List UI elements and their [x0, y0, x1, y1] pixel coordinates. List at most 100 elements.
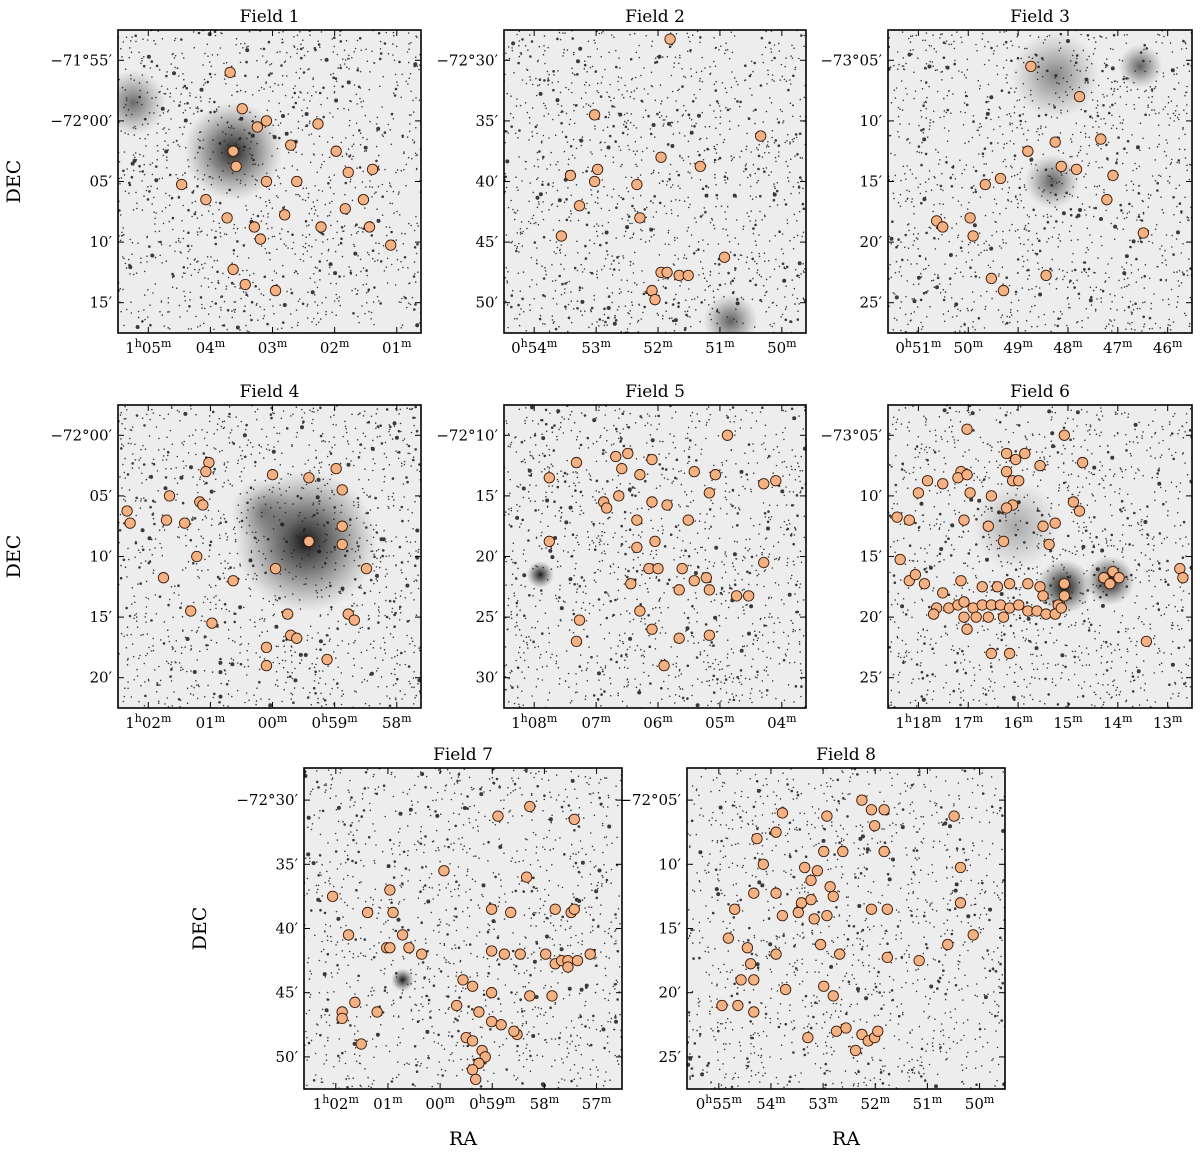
source-marker	[814, 938, 827, 951]
ra-tick-label: 16m	[1003, 712, 1033, 732]
panel-title: Field 6	[1010, 382, 1070, 402]
dec-tick-label: −72°05′	[619, 791, 681, 809]
ra-tick-label: 50m	[965, 1093, 995, 1113]
source-marker	[524, 800, 536, 813]
dec-tick-label: 40′	[276, 920, 299, 938]
source-marker	[878, 804, 890, 816]
dec-tick-label: 20′	[860, 233, 883, 251]
sky-background	[504, 30, 806, 333]
source-marker	[1003, 647, 1016, 660]
panel-title: Field 1	[240, 7, 300, 27]
source-marker	[371, 1006, 383, 1018]
source-marker	[700, 572, 712, 584]
source-marker	[282, 608, 294, 620]
source-marker	[342, 166, 354, 179]
ra-tick-label: 53m	[808, 1093, 838, 1113]
source-marker	[909, 569, 922, 581]
source-marker	[748, 887, 760, 899]
source-marker	[948, 810, 960, 822]
source-marker	[1073, 505, 1086, 517]
source-marker	[540, 948, 552, 960]
source-marker	[348, 614, 360, 626]
source-marker	[175, 178, 188, 191]
ra-tick-label: 1h08m	[511, 712, 558, 732]
source-marker	[676, 562, 688, 575]
source-marker	[673, 584, 685, 596]
panel-field8: Field 8 −72°05′ 10′ 15′ 20′ 25′ 0h55m 54m 53m 52m…	[619, 745, 1006, 1150]
dec-tick-label: 25′	[860, 294, 883, 312]
source-marker	[1022, 578, 1034, 590]
source-marker	[652, 562, 664, 575]
source-marker	[591, 163, 604, 176]
source-marker	[649, 294, 661, 306]
source-marker	[200, 194, 212, 206]
panel-field2: Field 2 −72°30′ 35′ 40′ 45′ 50′ 0h54m 53m 52m 51m…	[436, 7, 807, 357]
source-marker	[584, 948, 596, 960]
ra-tick-label: 0h59m	[312, 712, 359, 732]
source-marker	[610, 450, 622, 463]
source-marker	[179, 517, 191, 529]
source-marker	[658, 659, 670, 672]
ra-tick-label: 17m	[953, 712, 983, 732]
source-marker	[779, 983, 792, 996]
panel-field1: Field 1 −71°55′ −72°00′ 05′ 10′ 15′ 1h05m 04m 03…	[3, 7, 422, 357]
source-marker	[1037, 590, 1049, 602]
ra-tick-label: 01m	[373, 1093, 403, 1113]
source-marker	[349, 996, 361, 1008]
ra-tick-label: 02m	[320, 337, 350, 357]
source-marker	[805, 874, 817, 886]
source-marker	[827, 890, 839, 903]
source-marker	[818, 980, 830, 992]
source-marker	[967, 929, 979, 941]
source-marker	[163, 490, 176, 502]
source-marker	[927, 608, 940, 620]
source-marker	[655, 151, 667, 163]
source-marker	[361, 906, 374, 919]
dec-tick-label: −72°10′	[436, 426, 498, 444]
dec-tick-label: 10′	[860, 112, 883, 130]
source-marker	[573, 614, 586, 626]
dec-tick-label: 05′	[90, 487, 113, 505]
ra-tick-label: 03m	[258, 337, 288, 357]
source-marker	[498, 948, 510, 960]
source-marker	[1101, 194, 1113, 206]
source-marker	[741, 942, 754, 954]
source-marker	[688, 575, 700, 587]
source-marker	[1070, 163, 1083, 176]
dec-tick-label: 15′	[860, 548, 883, 566]
source-marker	[921, 475, 934, 487]
source-marker	[266, 469, 279, 481]
ra-tick-label: 51m	[913, 1093, 943, 1113]
panel-title: Field 3	[1010, 7, 1070, 27]
dec-axis-label: DEC	[189, 907, 211, 951]
source-marker	[236, 103, 248, 115]
ra-tick-label: 13m	[1153, 712, 1183, 732]
nebula	[1118, 44, 1163, 89]
source-marker	[160, 514, 173, 526]
source-marker	[634, 212, 646, 224]
source-marker	[1000, 502, 1013, 514]
source-marker	[227, 575, 239, 587]
source-marker	[514, 948, 526, 960]
source-marker	[729, 903, 741, 915]
source-marker	[716, 999, 728, 1012]
ra-tick-label: 49m	[1003, 337, 1033, 357]
dec-tick-label: 10′	[90, 233, 113, 251]
nebula	[526, 561, 554, 589]
source-marker	[961, 423, 973, 435]
source-marker	[315, 221, 327, 233]
source-marker	[811, 865, 824, 877]
source-marker	[342, 929, 355, 941]
ra-tick-label: 48m	[1053, 337, 1083, 357]
source-marker	[682, 269, 694, 282]
source-marker	[248, 221, 261, 233]
ra-tick-label: 07m	[581, 712, 611, 732]
sky-image	[118, 405, 421, 708]
ra-tick-label: 15m	[1053, 712, 1083, 732]
source-marker	[824, 881, 836, 893]
source-marker	[1049, 136, 1061, 148]
ra-tick-label: 57m	[582, 1093, 612, 1113]
source-marker	[384, 942, 396, 954]
source-marker	[776, 807, 789, 819]
source-marker	[661, 266, 673, 279]
